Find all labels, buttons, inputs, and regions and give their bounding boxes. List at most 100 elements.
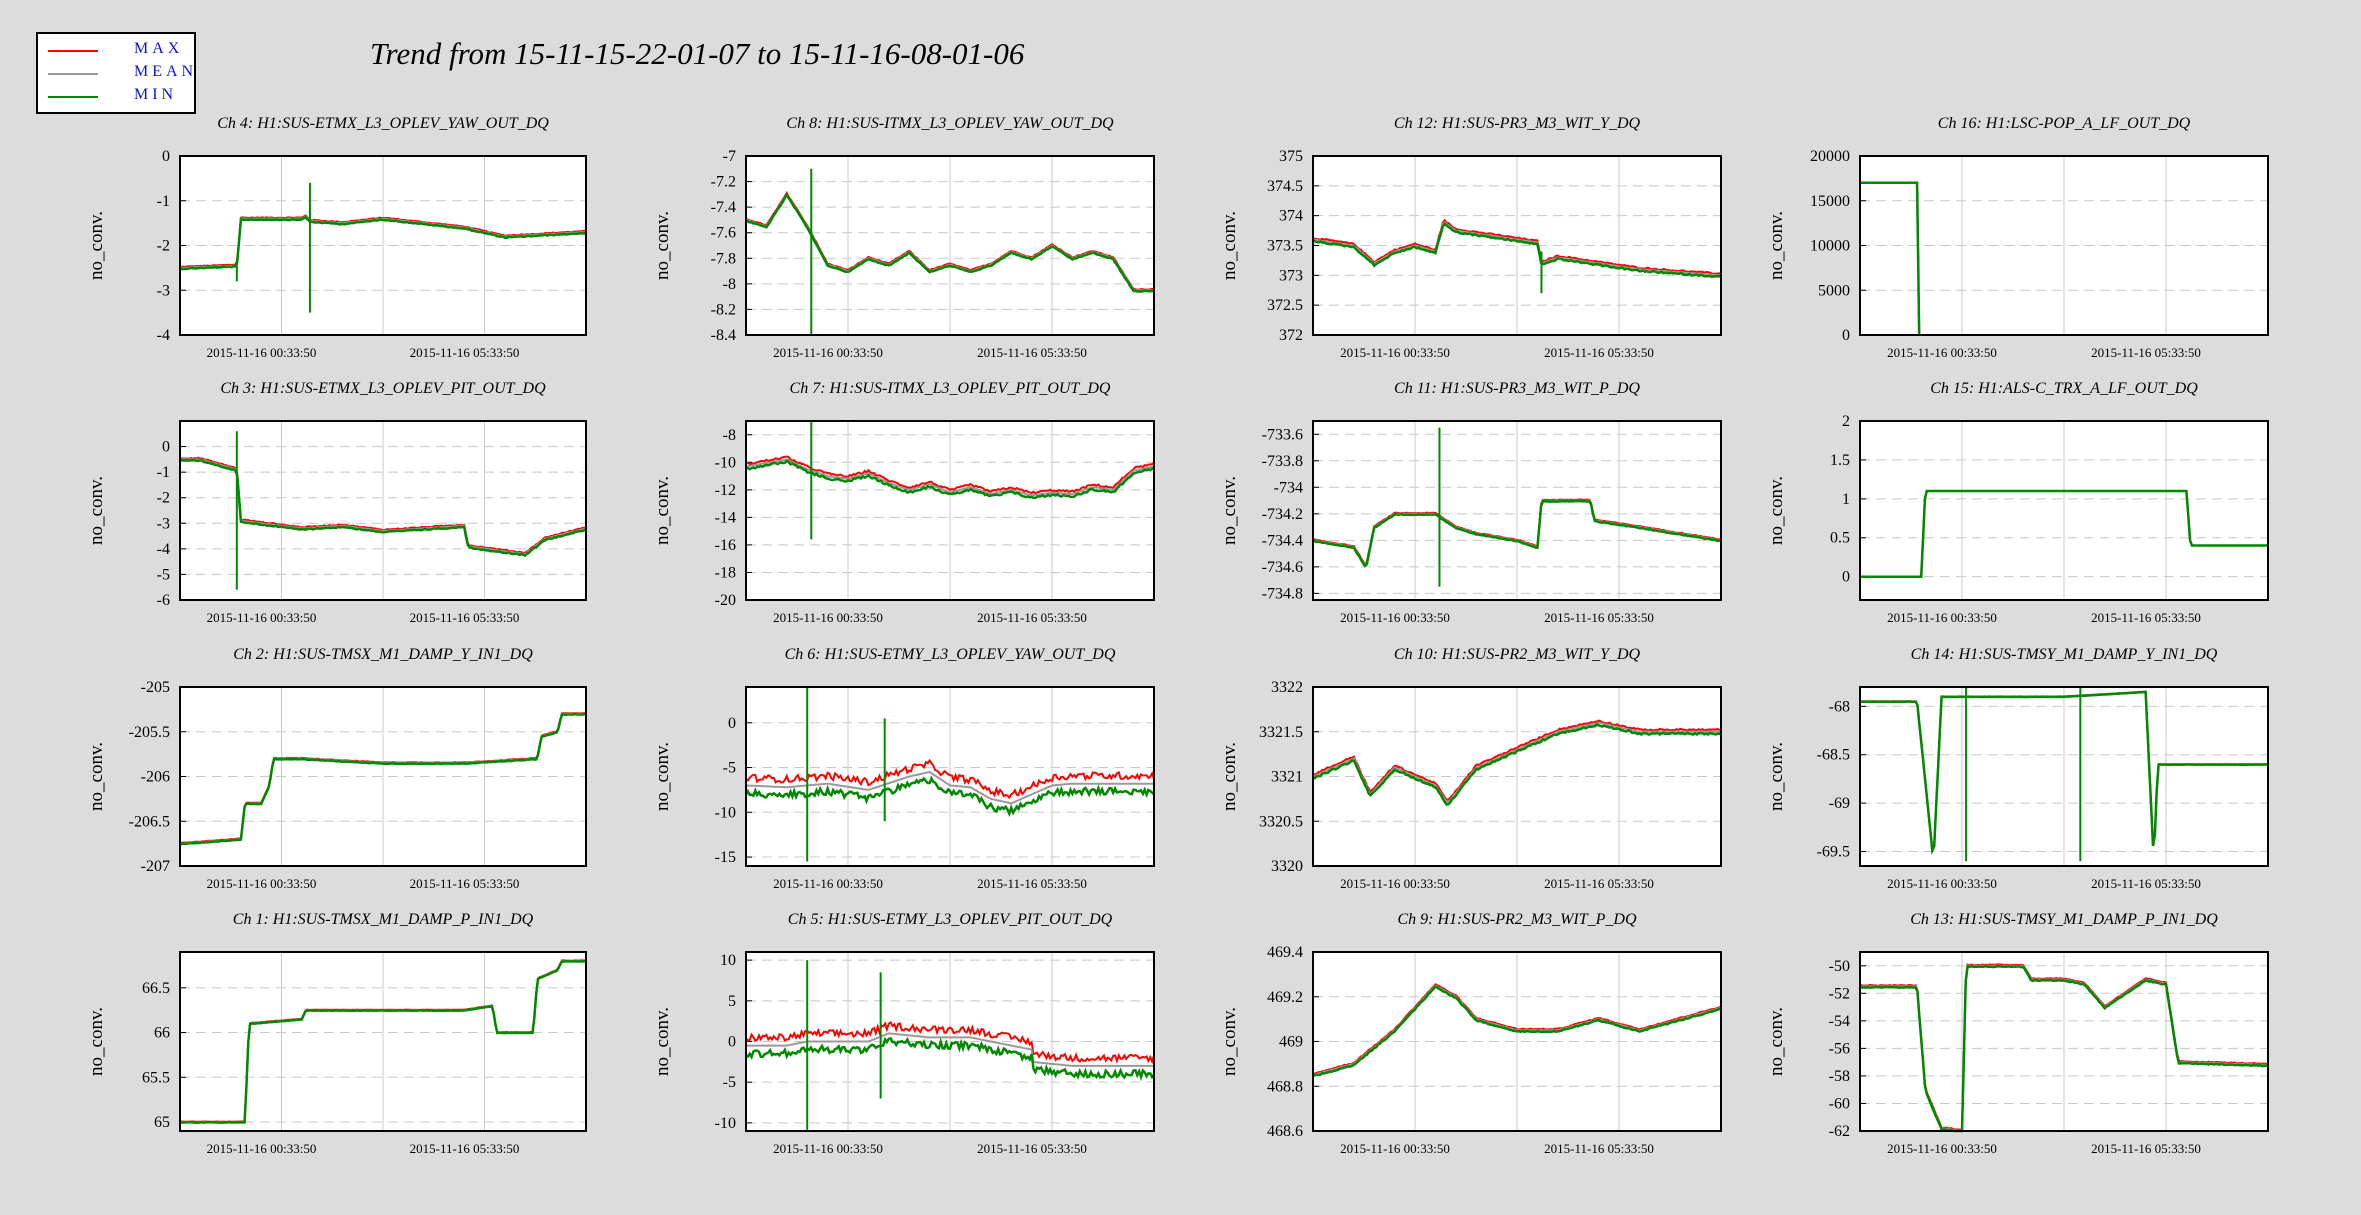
series-max-line [745, 455, 1155, 495]
y-tick-label: 20000 [1810, 148, 1850, 165]
legend-label-max: MAX [134, 40, 184, 57]
chart-panel: Ch 9: H1:SUS-PR2_M3_WIT_P_DQ 469.4 469.2 46… [1219, 911, 1722, 1156]
y-tick-label: -52 [1829, 985, 1850, 1002]
chart-title: Ch 11: H1:SUS-PR3_M3_WIT_P_DQ [1394, 380, 1640, 397]
chart-panel: Ch 3: H1:SUS-ETMX_L3_OPLEV_PIT_OUT_DQ 0 -1… [86, 380, 587, 625]
y-tick-label: -733.8 [1262, 453, 1303, 470]
y-tick-label: 3320.5 [1259, 813, 1303, 830]
y-axis-label: no_conv. [652, 1007, 673, 1076]
plot-frame [745, 951, 1155, 1132]
y-tick-label: 10 [720, 952, 736, 969]
x-tick-label: 2015-11-16 05:33:50 [2091, 876, 2201, 891]
y-tick-label: 66 [154, 1025, 170, 1042]
chart-title: Ch 3: H1:SUS-ETMX_L3_OPLEV_PIT_OUT_DQ [220, 380, 546, 397]
y-tick-label: -7.2 [711, 174, 736, 191]
y-tick-label: -15 [715, 849, 736, 866]
legend-label-mean: MEAN [134, 63, 198, 80]
x-tick-label: 2015-11-16 05:33:50 [977, 345, 1087, 360]
series-max-line [1312, 719, 1722, 802]
chart-title: Ch 13: H1:SUS-TMSY_M1_DAMP_P_IN1_DQ [1910, 911, 2218, 928]
y-tick-label: -2 [157, 238, 170, 255]
x-tick-label: 2015-11-16 00:33:50 [207, 345, 317, 360]
chart-panel: Ch 1: H1:SUS-TMSX_M1_DAMP_P_IN1_DQ 66.5 66… [86, 911, 587, 1156]
chart-title: Ch 12: H1:SUS-PR3_M3_WIT_Y_DQ [1394, 115, 1641, 132]
chart-panel: Ch 6: H1:SUS-ETMY_L3_OPLEV_YAW_OUT_DQ 0 -5… [652, 646, 1155, 891]
y-tick-label: 372 [1279, 327, 1303, 344]
legend-label-min: MIN [134, 86, 178, 103]
legend-swatch-mean [48, 73, 98, 75]
y-tick-label: -7.4 [711, 199, 736, 216]
y-axis-label: no_conv. [652, 476, 673, 545]
x-tick-label: 2015-11-16 05:33:50 [977, 876, 1087, 891]
y-tick-label: 65 [154, 1114, 170, 1131]
series-min-line [745, 192, 1155, 293]
y-tick-label: -733.6 [1262, 426, 1303, 443]
series-min-line [1312, 985, 1722, 1078]
series-min-line [179, 458, 587, 558]
y-tick-label: -206.5 [129, 813, 170, 830]
y-axis-label: no_conv. [1219, 211, 1240, 280]
y-tick-label: -734 [1274, 479, 1303, 496]
y-tick-label: -5 [723, 1074, 736, 1091]
y-axis-label: no_conv. [1766, 742, 1787, 811]
x-tick-label: 2015-11-16 00:33:50 [1887, 610, 1997, 625]
y-tick-label: 0 [1842, 569, 1850, 586]
chart-panel: Ch 8: H1:SUS-ITMX_L3_OPLEV_YAW_OUT_DQ -7 -… [652, 115, 1155, 360]
y-tick-label: -60 [1829, 1095, 1850, 1112]
chart-title: Ch 10: H1:SUS-PR2_M3_WIT_Y_DQ [1394, 646, 1641, 663]
chart-panel: Ch 10: H1:SUS-PR2_M3_WIT_Y_DQ 3322 3321.5 3… [1219, 646, 1722, 891]
y-tick-label: 375 [1279, 148, 1303, 165]
y-tick-label: -207 [141, 858, 170, 875]
y-tick-label: -1 [157, 193, 170, 210]
y-tick-label: -8 [723, 276, 736, 293]
chart-panel: Ch 12: H1:SUS-PR3_M3_WIT_Y_DQ 375 374.5 374… [1219, 115, 1722, 360]
y-axis-label: no_conv. [1219, 476, 1240, 545]
x-tick-label: 2015-11-16 05:33:50 [977, 610, 1087, 625]
x-tick-label: 2015-11-16 05:33:50 [410, 1141, 520, 1156]
chart-panel: Ch 5: H1:SUS-ETMY_L3_OPLEV_PIT_OUT_DQ 10 5… [652, 911, 1155, 1156]
y-tick-label: 3320 [1271, 858, 1303, 875]
y-tick-label: 5 [728, 993, 736, 1010]
y-tick-label: 469.4 [1267, 944, 1303, 961]
legend-item-mean: MEAN [48, 63, 193, 85]
chart-panel: Ch 14: H1:SUS-TMSY_M1_DAMP_Y_IN1_DQ -68 -6… [1766, 646, 2269, 891]
chart-title: Ch 9: H1:SUS-PR2_M3_WIT_P_DQ [1397, 911, 1637, 928]
series-max-line [745, 1020, 1155, 1065]
y-tick-label: 0 [728, 1034, 736, 1051]
x-tick-label: 2015-11-16 00:33:50 [1887, 1141, 1997, 1156]
chart-title: Ch 2: H1:SUS-TMSX_M1_DAMP_Y_IN1_DQ [233, 646, 533, 663]
y-tick-label: 469.2 [1267, 989, 1303, 1006]
x-tick-label: 2015-11-16 00:33:50 [207, 1141, 317, 1156]
chart-title: Ch 15: H1:ALS-C_TRX_A_LF_OUT_DQ [1930, 380, 2198, 397]
y-tick-label: 1.5 [1830, 452, 1850, 469]
y-tick-label: -50 [1829, 958, 1850, 975]
y-axis-label: no_conv. [1219, 742, 1240, 811]
plot-frame [179, 155, 587, 336]
x-tick-label: 2015-11-16 05:33:50 [977, 1141, 1087, 1156]
x-tick-label: 2015-11-16 05:33:50 [2091, 610, 2201, 625]
x-tick-label: 2015-11-16 00:33:50 [1340, 610, 1450, 625]
y-axis-label: no_conv. [86, 742, 107, 811]
plot-frame [745, 155, 1155, 336]
x-tick-label: 2015-11-16 00:33:50 [1887, 876, 1997, 891]
x-tick-label: 2015-11-16 00:33:50 [773, 876, 883, 891]
y-axis-label: no_conv. [1219, 1007, 1240, 1076]
x-tick-label: 2015-11-16 05:33:50 [410, 345, 520, 360]
x-tick-label: 2015-11-16 00:33:50 [773, 610, 883, 625]
y-tick-label: -56 [1829, 1040, 1850, 1057]
y-tick-label: -7.8 [711, 250, 736, 267]
chart-title: Ch 14: H1:SUS-TMSY_M1_DAMP_Y_IN1_DQ [1911, 646, 2218, 663]
series-min-line [1860, 965, 2269, 1133]
series-max-line [745, 758, 1155, 800]
x-tick-label: 2015-11-16 00:33:50 [1887, 345, 1997, 360]
series-mean-line [745, 458, 1155, 497]
chart-title: Ch 1: H1:SUS-TMSX_M1_DAMP_P_IN1_DQ [233, 911, 534, 928]
y-tick-label: 373.5 [1267, 238, 1303, 255]
y-tick-label: -205.5 [129, 724, 170, 741]
y-tick-label: -68 [1829, 698, 1850, 715]
y-axis-label: no_conv. [86, 1007, 107, 1076]
x-tick-label: 2015-11-16 05:33:50 [2091, 345, 2201, 360]
y-tick-label: 1 [1842, 491, 1850, 508]
y-tick-label: -8.4 [711, 327, 736, 344]
y-tick-label: -734.8 [1262, 585, 1303, 602]
